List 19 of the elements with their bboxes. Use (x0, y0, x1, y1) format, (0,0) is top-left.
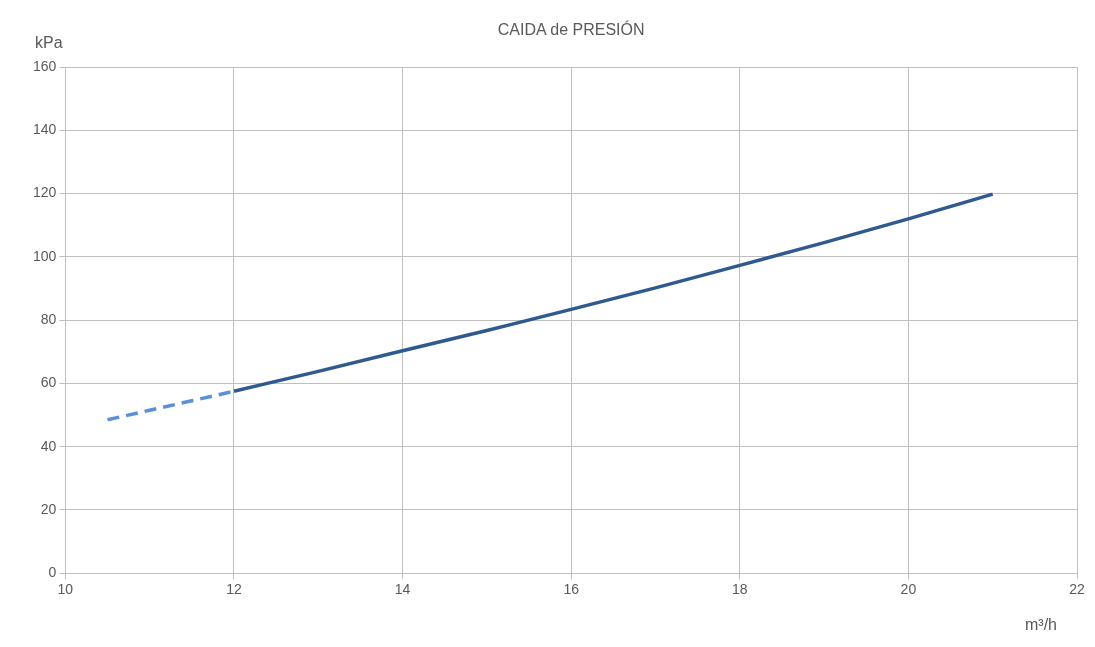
x-tick-label: 12 (226, 581, 242, 598)
x-axis-title: m³/h (1025, 615, 1057, 633)
y-tick-label: 60 (40, 374, 57, 391)
x-tick-label: 20 (900, 581, 917, 598)
y-tick-label: 100 (33, 247, 57, 264)
y-tick-label: 80 (40, 310, 57, 327)
y-tick-label: 140 (33, 121, 57, 138)
y-tick-label: 160 (33, 57, 57, 74)
chart-title: CAIDA de PRESIÓN (497, 20, 645, 39)
y-axis-title: kPa (35, 34, 63, 52)
y-tick-label: 0 (48, 564, 57, 581)
x-tick-label: 22 (1069, 581, 1085, 598)
y-tick-label: 20 (40, 500, 57, 517)
y-tick-label: 120 (33, 184, 57, 201)
x-tick-label: 14 (394, 581, 411, 598)
x-tick-label: 18 (732, 581, 748, 598)
x-tick-label: 16 (563, 581, 580, 598)
x-tick-label: 10 (57, 581, 74, 598)
y-tick-label: 40 (40, 437, 57, 454)
